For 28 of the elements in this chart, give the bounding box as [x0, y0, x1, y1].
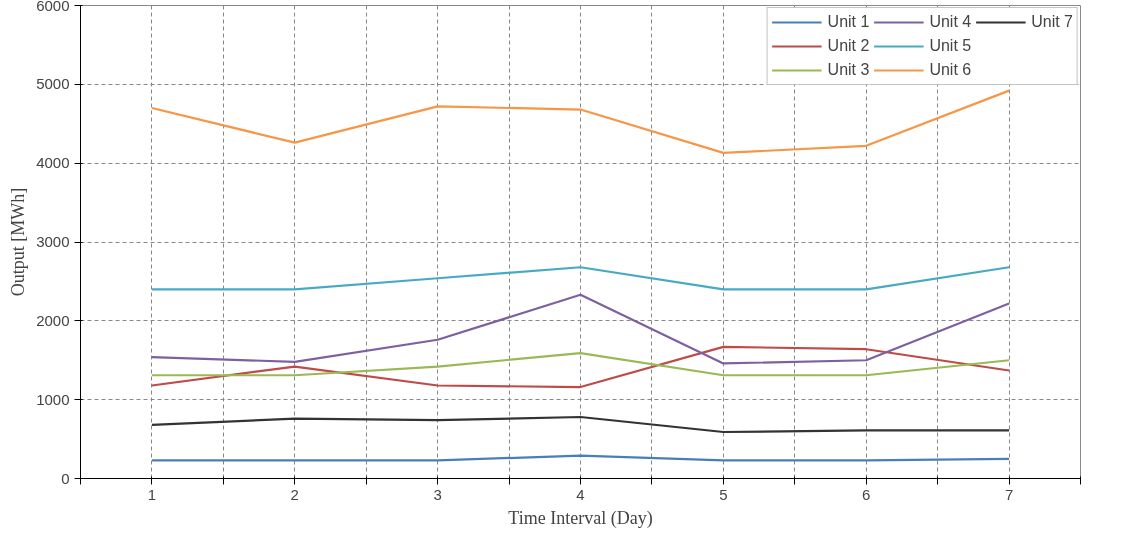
legend-label: Unit 2 [827, 37, 870, 55]
y-tick-label: 2000 [36, 311, 70, 329]
line-series [150, 415, 1011, 434]
legend-label: Unit 5 [929, 37, 972, 55]
legend-label: Unit 1 [827, 13, 870, 31]
legend-label: Unit 3 [827, 61, 870, 79]
x-tick-label: 7 [1004, 485, 1014, 503]
y-tick-label: 6000 [36, 0, 70, 14]
y-axis-title: Output [MWh] [8, 187, 29, 297]
y-tick-label: 1000 [36, 390, 70, 408]
x-tick-label: 5 [719, 485, 728, 503]
line-series [150, 293, 1011, 365]
y-tick-label: 0 [61, 469, 70, 487]
x-tick-label: 2 [290, 485, 299, 503]
x-tick-label: 3 [433, 485, 442, 503]
x-tick-label: 6 [862, 485, 871, 503]
y-tick-label: 4000 [36, 154, 70, 172]
legend-label: Unit 6 [929, 61, 972, 79]
x-axis-title: Time Interval (Day) [508, 507, 653, 529]
x-tick-label: 1 [147, 485, 157, 503]
legend-label: Unit 4 [929, 13, 972, 31]
line-series [150, 345, 1011, 389]
legend-label: Unit 7 [1031, 13, 1073, 31]
y-tick-label: 3000 [36, 233, 70, 250]
y-tick-label: 5000 [36, 75, 70, 93]
line-series [150, 352, 1011, 377]
line-series [150, 89, 1011, 155]
x-tick-label: 4 [576, 485, 585, 503]
